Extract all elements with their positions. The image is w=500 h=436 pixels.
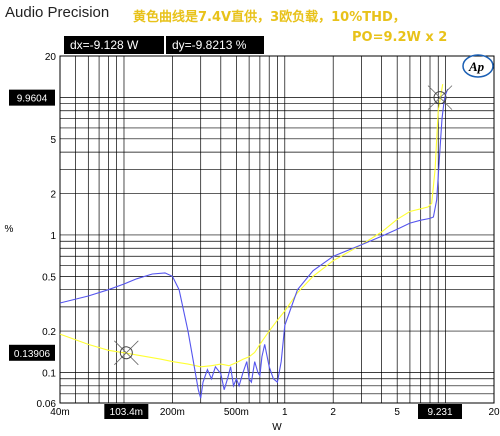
logo-text: Ap xyxy=(468,59,485,74)
y-tick-label: 0.06 xyxy=(37,399,57,410)
cursor-y-label-box xyxy=(9,89,55,106)
dx-readout: dx=-9.128 W xyxy=(64,36,164,54)
cursor-x-label-box xyxy=(104,404,149,419)
annotation-line-1: 黄色曲线是7.4V直供，3欧负载，10%THD， xyxy=(133,10,406,25)
y-axis-label: % xyxy=(5,224,14,235)
y-tick-label: 2 xyxy=(50,190,56,201)
x-tick-label: 1 xyxy=(282,407,288,418)
y-tick-label: 5 xyxy=(50,135,56,146)
cursor-group: 0.13906 103.4m 9.9604 9.231 xyxy=(9,85,463,419)
series-line-2 xyxy=(59,88,449,399)
x-tick-label: 500m xyxy=(224,407,249,418)
cursor-y-label: 9.9604 xyxy=(17,94,48,105)
x-tick-label: 20 xyxy=(488,407,500,418)
x-tick-label: 40m xyxy=(50,407,69,418)
x-axis-label: W xyxy=(272,422,282,433)
x-tick-label: 200m xyxy=(160,407,185,418)
cursor-marker-icon xyxy=(119,346,133,360)
plot-frame xyxy=(59,55,495,404)
cursor-x-label: 103.4m xyxy=(110,407,143,418)
cursor-y-label-box xyxy=(9,344,55,361)
cursor-y-label: 0.13906 xyxy=(14,349,51,360)
app-title: Audio Precision xyxy=(5,4,110,21)
cursor-cross xyxy=(427,85,453,110)
tick-labels: 40m 200m 500m 1 2 5 20 20 5 2 1 0.5 0.2 0.1 0.06 xyxy=(37,52,500,418)
series-line-1 xyxy=(59,84,444,368)
cursor-x-label: 9.231 xyxy=(427,407,452,418)
annotation-line-2: PO=9.2W x 2 xyxy=(352,30,448,45)
series-group xyxy=(59,84,449,399)
x-tick-label: 2 xyxy=(330,407,336,418)
cursor-x-label-box xyxy=(418,404,463,419)
chart-grid xyxy=(59,55,495,404)
y-tick-label: 0.5 xyxy=(42,272,56,283)
y-tick-label: 20 xyxy=(45,52,57,63)
cursor-cross xyxy=(114,340,139,366)
y-tick-label: 0.1 xyxy=(42,368,56,379)
cursor-marker-icon xyxy=(433,91,447,105)
ap-logo-icon: Ap xyxy=(462,54,494,78)
y-tick-label: 0.2 xyxy=(42,327,56,338)
y-tick-label: 1 xyxy=(50,231,56,242)
x-tick-label: 5 xyxy=(394,407,400,418)
dy-readout: dy=-9.8213 % xyxy=(166,36,264,54)
